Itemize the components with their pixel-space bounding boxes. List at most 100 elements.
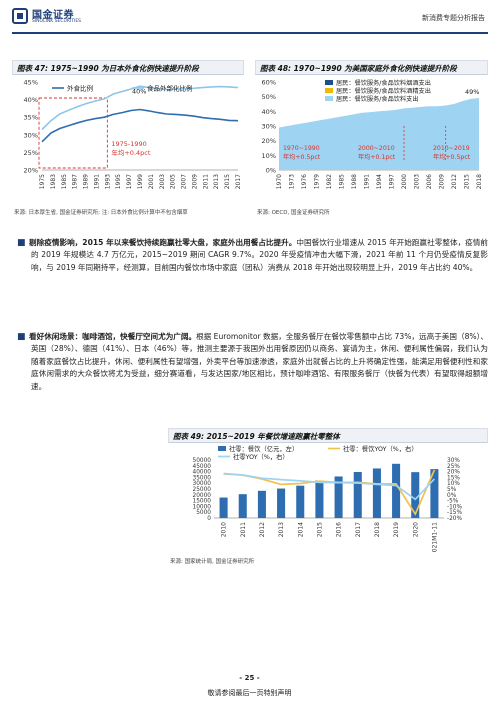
fig49-x-tick: 2010	[221, 522, 228, 537]
fig48-legend-label: 居民：餐饮服务/食品饮料支出	[336, 95, 419, 103]
fig47-y-tick: 20%	[24, 167, 38, 175]
fig49-bar	[372, 468, 381, 518]
fig49-y1-tick: 50000	[193, 458, 212, 464]
fig49-y2-tick: -10%	[447, 504, 462, 510]
fig47-source: 来源: 日本厚生省, 国金证券研究所; 注: 日本外食比例计算中不包含烟草	[14, 210, 188, 216]
fig49-y2-tick: 0%	[447, 493, 457, 499]
fig49-legend-swatch	[218, 446, 226, 451]
fig47-x-tick: 1985	[61, 174, 68, 189]
fig48-y-tick: 40%	[262, 108, 276, 116]
fig48-y-tick: 10%	[262, 152, 276, 160]
fig49-source: 来源: 国家统计局, 国金证券研究所	[170, 559, 255, 565]
fig49-x-tick: 2012	[259, 522, 266, 537]
fig49-x-tick: 2011	[240, 522, 247, 537]
bullet-1-text: 中国餐饮行业增速从 2015 年开始跑赢社零整体，疫情前的 2019 年规模达 …	[31, 238, 488, 272]
fig49-bar	[411, 472, 420, 518]
fig47-x-tick: 1991	[93, 174, 100, 189]
fig47-legend-label: 食品外部化比例	[147, 84, 193, 93]
fig47-chart: 20%25%30%35%40%45%1975 1983 1985 1987 1989 19…	[24, 79, 242, 190]
fig48-y-tick: 60%	[262, 79, 276, 87]
fig48-y-tick: 50%	[262, 93, 276, 101]
fig49-y2-tick: 30%	[447, 458, 460, 464]
fig48-title: 图表 48: 1970~1990 为美国家庭外食化例快速提升阶段	[255, 60, 488, 75]
fig48-x-tick: 1994	[376, 174, 383, 189]
fig47-series-line-1	[41, 85, 239, 131]
fig47-y-tick: 45%	[24, 79, 38, 87]
fig47-title: 图表 47: 1975~1990 为日本外食化例快速提升阶段	[12, 60, 244, 75]
fig49-bar	[392, 463, 401, 518]
disclaimer-note: 敬请参阅最后一页特别声明	[207, 689, 292, 697]
fig48-ann2-rate: 年均+0.1pct	[358, 153, 396, 161]
bullet-1-lead: 剔除疫情影响，2015 年以来餐饮持续跑赢社零大盘，家庭外出用餐占比提升。	[29, 238, 297, 247]
fig47-annotation-rate: 年均+0.4pct	[111, 148, 150, 157]
fig48-end-label: 49%	[465, 88, 479, 96]
fig48-y-tick: 20%	[262, 137, 276, 145]
bullet-paragraph-2: ■ 看好休闲场景：咖啡酒馆，快餐厅空间尤为广阔。根据 Euromonitor 数据…	[17, 331, 488, 393]
fig48-ann1-period: 1970~1990	[283, 145, 320, 152]
fig47-x-tick: 1997	[126, 174, 133, 189]
bullet-2-text: 根据 Euromonitor 数据，全服务餐厅在餐饮零售额中占比 73%，远高于…	[31, 332, 488, 391]
fig47-series-line-0	[41, 108, 239, 143]
fig48-ann3-rate: 年均+0.5pct	[433, 153, 471, 161]
fig47-y-tick: 25%	[24, 149, 38, 157]
company-logo-icon	[12, 8, 28, 24]
fig49-series-line-2	[223, 472, 436, 501]
fig48-source: 来源: OECD, 国金证券研究所	[257, 210, 330, 216]
fig47-x-tick: 2003	[159, 174, 166, 189]
fig48-x-tick: 2000	[401, 174, 408, 189]
fig49-bar	[334, 476, 343, 518]
fig49-x-tick: 2021M1-11	[431, 522, 438, 552]
bullet-paragraph-1: ■ 剔除疫情影响，2015 年以来餐饮持续跑赢社零大盘，家庭外出用餐占比提升。中国…	[17, 237, 488, 274]
fig49-y1-tick: 25000	[193, 487, 212, 493]
fig47-x-tick: 1999	[137, 174, 144, 189]
fig49-y2-tick: 10%	[447, 481, 460, 487]
fig48-x-tick: 1973	[289, 174, 296, 189]
fig48-legend-label: 居民：餐饮服务/食品饮料酒精支出	[336, 87, 431, 95]
fig47-x-tick: 1989	[83, 174, 90, 189]
fig48-legend-swatch	[325, 88, 333, 93]
fig49-x-tick: 2015	[316, 522, 323, 537]
fig48-x-tick: 1991	[364, 174, 371, 189]
company-name-en: SINOLINK SECURITIES	[32, 19, 82, 24]
fig48-ann3-period: 2010~2019	[433, 145, 470, 152]
fig49-chart: 0500010000150002000025000300003500040000…	[193, 444, 463, 552]
fig49-bar	[257, 490, 266, 518]
header-divider	[12, 32, 488, 34]
fig49-y1-tick: 0	[207, 516, 211, 522]
fig47-x-tick: 2013	[213, 174, 220, 189]
fig49-bar	[315, 480, 324, 518]
fig47-x-tick: 2007	[181, 174, 188, 189]
fig49-x-tick: 2013	[278, 522, 285, 537]
fig49-y2-tick: -5%	[447, 499, 459, 505]
fig48-x-tick: 2003	[414, 174, 421, 189]
fig49-y2-tick: 15%	[447, 475, 460, 481]
fig49-y1-tick: 20000	[193, 493, 212, 499]
fig49-x-tick: 2014	[297, 522, 304, 537]
fig48-x-tick: 2015	[464, 174, 471, 189]
fig47-legend-label: 外食比例	[67, 84, 93, 93]
fig47-x-tick: 1975	[39, 174, 46, 189]
fig48-x-tick: 1976	[301, 174, 308, 189]
fig49-x-tick: 2018	[374, 522, 381, 537]
fig47-annotation-period: 1975-1990	[111, 140, 146, 148]
fig48-ann1-rate: 年均+0.5pct	[283, 153, 321, 161]
fig48-legend-label: 居民：餐饮服务/食品饮料烟酒支出	[336, 79, 431, 87]
bullet-square-icon: ■	[17, 332, 26, 342]
fig48-x-tick: 2009	[439, 174, 446, 189]
fig49-y2-tick: 25%	[447, 464, 460, 470]
company-name: 国金证券	[32, 10, 74, 21]
fig49-y1-tick: 30000	[193, 481, 212, 487]
fig47-y-tick: 35%	[24, 114, 38, 122]
fig49-x-tick: 2019	[393, 522, 400, 537]
fig47-x-tick: 2009	[191, 174, 198, 189]
fig49-legend-label: 社零：餐饮YOY（%，右）	[343, 444, 418, 453]
fig49-bar	[430, 469, 439, 518]
fig49-x-tick: 2017	[355, 522, 362, 537]
fig47-x-tick: 2017	[235, 174, 242, 189]
fig48-x-tick: 1970	[276, 174, 283, 189]
fig49-y2-tick: -20%	[447, 516, 462, 522]
fig48-x-tick: 2018	[476, 174, 483, 189]
fig48-x-tick: 1997	[389, 174, 396, 189]
fig48-legend-swatch	[325, 80, 333, 85]
fig48-x-tick: 1985	[339, 174, 346, 189]
